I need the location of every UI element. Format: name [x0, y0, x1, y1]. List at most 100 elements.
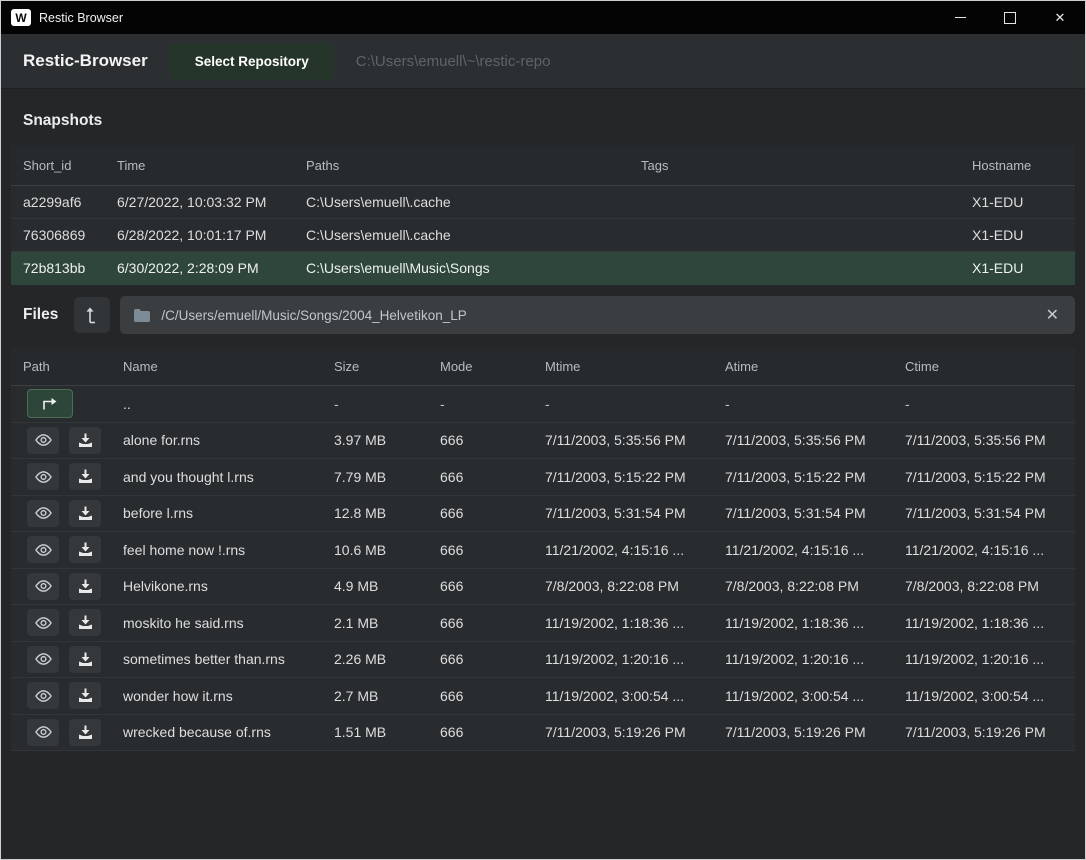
close-icon: ✕ [1055, 10, 1066, 26]
file-actions [23, 500, 123, 527]
eye-icon [34, 543, 53, 557]
file-mtime: 11/21/2002, 4:15:16 ... [545, 542, 725, 558]
current-path-text: /C/Users/emuell/Music/Songs/2004_Helveti… [161, 308, 1032, 323]
download-file-button[interactable] [69, 536, 101, 563]
snapshot-time: 6/28/2022, 10:01:17 PM [117, 227, 306, 243]
preview-file-button[interactable] [27, 427, 59, 454]
minimize-button[interactable] [935, 1, 985, 34]
preview-file-button[interactable] [27, 573, 59, 600]
download-icon [78, 725, 93, 740]
file-ctime: 7/11/2003, 5:15:22 PM [905, 469, 1063, 485]
file-actions [23, 536, 123, 563]
file-atime: 7/11/2003, 5:19:26 PM [725, 724, 905, 740]
app-window: W Restic Browser ✕ Restic-Browser Select… [0, 0, 1086, 860]
file-name: wonder how it.rns [123, 688, 334, 704]
preview-file-button[interactable] [27, 500, 59, 527]
app-title: Restic-Browser [23, 51, 148, 71]
file-size: 2.7 MB [334, 688, 440, 704]
file-name: Helvikone.rns [123, 578, 334, 594]
preview-file-button[interactable] [27, 646, 59, 673]
download-file-button[interactable] [69, 609, 101, 636]
file-mtime: 7/11/2003, 5:19:26 PM [545, 724, 725, 740]
file-name: wrecked because of.rns [123, 724, 334, 740]
file-mtime: 11/19/2002, 1:18:36 ... [545, 615, 725, 631]
column-header: Paths [306, 158, 641, 173]
main-content: Snapshots Short_idTimePathsTagsHostname … [1, 89, 1085, 859]
current-path-bar[interactable]: /C/Users/emuell/Music/Songs/2004_Helveti… [120, 296, 1075, 334]
column-header: Atime [725, 359, 905, 374]
file-row: wonder how it.rns 2.7 MB 666 11/19/2002,… [11, 678, 1075, 715]
download-file-button[interactable] [69, 682, 101, 709]
up-directory-button[interactable] [27, 389, 73, 418]
column-header: Time [117, 158, 306, 173]
up-directory-icon [41, 397, 59, 410]
files-bar: Files /C/Users/emuell/Music/Songs/2004_H… [11, 285, 1075, 344]
download-icon [78, 652, 93, 667]
snapshot-hostname: X1-EDU [972, 194, 1063, 210]
window-title: Restic Browser [39, 11, 123, 25]
file-size: 7.79 MB [334, 469, 440, 485]
preview-file-button[interactable] [27, 463, 59, 490]
file-mtime: 11/19/2002, 3:00:54 ... [545, 688, 725, 704]
snapshot-time: 6/30/2022, 2:28:09 PM [117, 260, 306, 276]
clear-path-button[interactable]: ✕ [1044, 305, 1061, 325]
file-actions [23, 719, 123, 746]
maximize-button[interactable] [985, 1, 1035, 34]
preview-file-button[interactable] [27, 609, 59, 636]
snapshot-short-id: a2299af6 [23, 194, 117, 210]
file-row: feel home now !.rns 10.6 MB 666 11/21/20… [11, 532, 1075, 569]
file-mtime: 11/19/2002, 1:20:16 ... [545, 651, 725, 667]
preview-file-button[interactable] [27, 719, 59, 746]
snapshot-row[interactable]: 72b813bb 6/30/2022, 2:28:09 PM C:\Users\… [11, 252, 1075, 285]
snapshot-row[interactable]: a2299af6 6/27/2022, 10:03:32 PM C:\Users… [11, 186, 1075, 219]
file-atime: 7/11/2003, 5:15:22 PM [725, 469, 905, 485]
column-header: Ctime [905, 359, 1063, 374]
file-size: 3.97 MB [334, 432, 440, 448]
eye-icon [34, 689, 53, 703]
file-atime: - [725, 396, 905, 412]
column-header: Name [123, 359, 334, 374]
download-file-button[interactable] [69, 646, 101, 673]
download-icon [78, 469, 93, 484]
file-atime: 11/19/2002, 1:18:36 ... [725, 615, 905, 631]
file-mode: 666 [440, 432, 545, 448]
preview-file-button[interactable] [27, 536, 59, 563]
file-row: and you thought l.rns 7.79 MB 666 7/11/2… [11, 459, 1075, 496]
file-name: and you thought l.rns [123, 469, 334, 485]
file-mode: 666 [440, 724, 545, 740]
download-file-button[interactable] [69, 427, 101, 454]
eye-icon [34, 579, 53, 593]
file-mode: - [440, 396, 545, 412]
file-name: moskito he said.rns [123, 615, 334, 631]
snapshot-row[interactable]: 76306869 6/28/2022, 10:01:17 PM C:\Users… [11, 219, 1075, 252]
select-repository-button[interactable]: Select Repository [170, 43, 334, 80]
file-size: 4.9 MB [334, 578, 440, 594]
snapshots-table-body: a2299af6 6/27/2022, 10:03:32 PM C:\Users… [11, 186, 1075, 285]
snapshot-hostname: X1-EDU [972, 227, 1063, 243]
download-file-button[interactable] [69, 719, 101, 746]
titlebar[interactable]: W Restic Browser ✕ [1, 1, 1085, 34]
file-size: 2.26 MB [334, 651, 440, 667]
column-header: Size [334, 359, 440, 374]
column-header: Hostname [972, 158, 1063, 173]
eye-icon [34, 433, 53, 447]
file-mode: 666 [440, 505, 545, 521]
download-file-button[interactable] [69, 573, 101, 600]
file-ctime: 11/19/2002, 1:20:16 ... [905, 651, 1063, 667]
parent-directory-actions [23, 389, 123, 418]
download-file-button[interactable] [69, 463, 101, 490]
folder-icon [134, 309, 150, 322]
download-icon [78, 579, 93, 594]
download-file-button[interactable] [69, 500, 101, 527]
app-logo-icon: W [11, 9, 31, 26]
file-row: wrecked because of.rns 1.51 MB 666 7/11/… [11, 715, 1075, 752]
download-icon [78, 542, 93, 557]
file-mode: 666 [440, 542, 545, 558]
up-level-icon [85, 307, 99, 324]
close-button[interactable]: ✕ [1035, 1, 1085, 34]
preview-file-button[interactable] [27, 682, 59, 709]
eye-icon [34, 652, 53, 666]
file-mtime: - [545, 396, 725, 412]
go-to-root-button[interactable] [74, 297, 110, 333]
file-mode: 666 [440, 578, 545, 594]
